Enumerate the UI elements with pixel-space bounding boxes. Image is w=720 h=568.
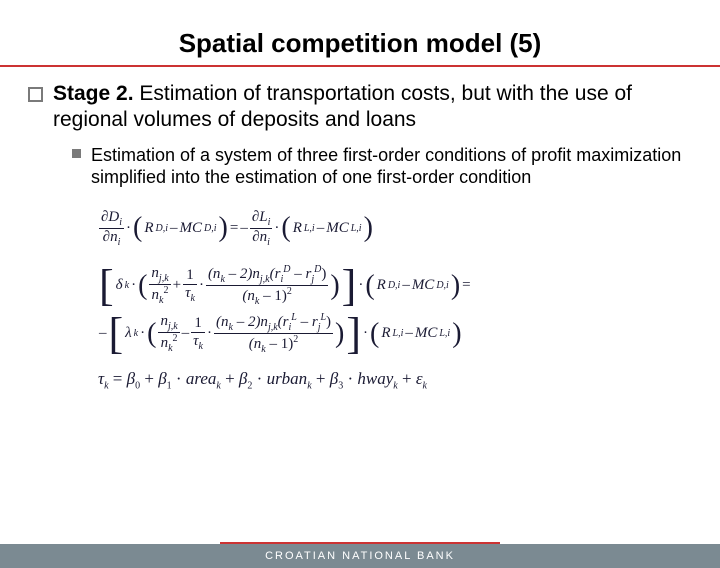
bullet2-text: Estimation of a system of three first-or… (91, 144, 692, 189)
bullet-marker-solid (72, 149, 81, 158)
equation-3: – [ λk · ( nj,k nk2 – 1 τk · (nk – 2)nj,… (0, 312, 720, 356)
title-underline (0, 65, 720, 67)
equation-4: τk = β0 + β1 · areak + β2 · urbank + β3 … (0, 370, 720, 391)
bullet1-text: Stage 2. Estimation of transportation co… (53, 81, 692, 134)
bullet-level2: Estimation of a system of three first-or… (0, 144, 720, 189)
slide-title: Spatial competition model (5) (0, 28, 720, 59)
equation-1: ∂Di ∂ni · ( RD,i – MCD,i ) = – ∂Li ∂ni ·… (0, 209, 720, 248)
bullet-level1: Stage 2. Estimation of transportation co… (0, 81, 720, 134)
bullet-marker-open (28, 87, 43, 102)
bullet1-prefix: Stage 2. (53, 82, 134, 105)
equation-2: [ δk · ( nj,k nk2 + 1 τk · (nk – 2)nj,k(… (0, 264, 720, 308)
footer: CROATIAN NATIONAL BANK (0, 544, 720, 568)
footer-text: CROATIAN NATIONAL BANK (265, 550, 455, 562)
bullet1-body: Estimation of transportation costs, but … (53, 82, 632, 131)
